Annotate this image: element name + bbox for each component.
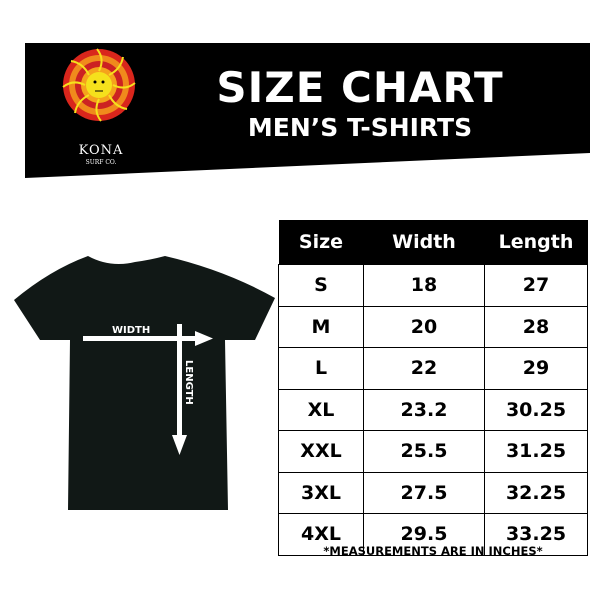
page-title: SIZE CHART: [216, 63, 504, 112]
width-cell: 27.5: [363, 471, 485, 514]
length-cell: 30.25: [484, 388, 588, 431]
length-arrow: [177, 324, 182, 442]
table-row: 3XL 27.5 32.25: [278, 471, 588, 514]
table-row: XL 23.2 30.25: [278, 388, 588, 431]
size-cell: 4XL: [278, 513, 364, 556]
length-cell: 32.25: [484, 471, 588, 514]
size-cell: 3XL: [278, 471, 364, 514]
length-label: LENGTH: [183, 360, 194, 405]
length-arrowhead: [172, 435, 187, 455]
length-cell: 28: [484, 305, 588, 348]
size-cell: M: [278, 305, 364, 348]
width-cell: 29.5: [363, 513, 485, 556]
width-cell: 25.5: [363, 430, 485, 473]
size-cell: XXL: [278, 430, 364, 473]
size-cell: XL: [278, 388, 364, 431]
table-row: M 20 28: [278, 305, 588, 348]
measurement-note: *MEASUREMENTS ARE IN INCHES*: [323, 544, 543, 558]
brand-logo-text: KONA: [78, 143, 124, 158]
length-cell: 31.25: [484, 430, 588, 473]
size-cell: S: [278, 264, 364, 307]
header-width: Width: [363, 220, 485, 265]
header-length: Length: [484, 220, 588, 265]
table-header-row: Size Width Length: [278, 220, 588, 265]
table-row: S 18 27: [278, 264, 588, 307]
page-subtitle: MEN’S T-SHIRTS: [247, 113, 473, 142]
width-cell: 20: [363, 305, 485, 348]
width-arrow: [83, 336, 201, 341]
tshirt-diagram: WIDTH LENGTH: [14, 256, 275, 510]
width-cell: 23.2: [363, 388, 485, 431]
sun-face-icon: [62, 48, 136, 122]
tshirt-shape: [14, 256, 275, 510]
size-table: Size Width Length S 18 27 M 20 28 L 22 29 XL 23.2 3…: [278, 220, 588, 556]
header-size: Size: [278, 220, 364, 265]
width-cell: 22: [363, 347, 485, 390]
brand-tagline: SURF CO.: [85, 159, 117, 166]
width-cell: 18: [363, 264, 485, 307]
header-banner: [25, 43, 590, 178]
length-cell: 29: [484, 347, 588, 390]
table-row: L 22 29: [278, 347, 588, 390]
length-cell: 33.25: [484, 513, 588, 556]
size-cell: L: [278, 347, 364, 390]
table-row: 4XL 29.5 33.25: [278, 513, 588, 556]
width-label: WIDTH: [112, 325, 150, 336]
length-cell: 27: [484, 264, 588, 307]
width-arrowhead: [195, 331, 213, 346]
table-row: XXL 25.5 31.25: [278, 430, 588, 473]
